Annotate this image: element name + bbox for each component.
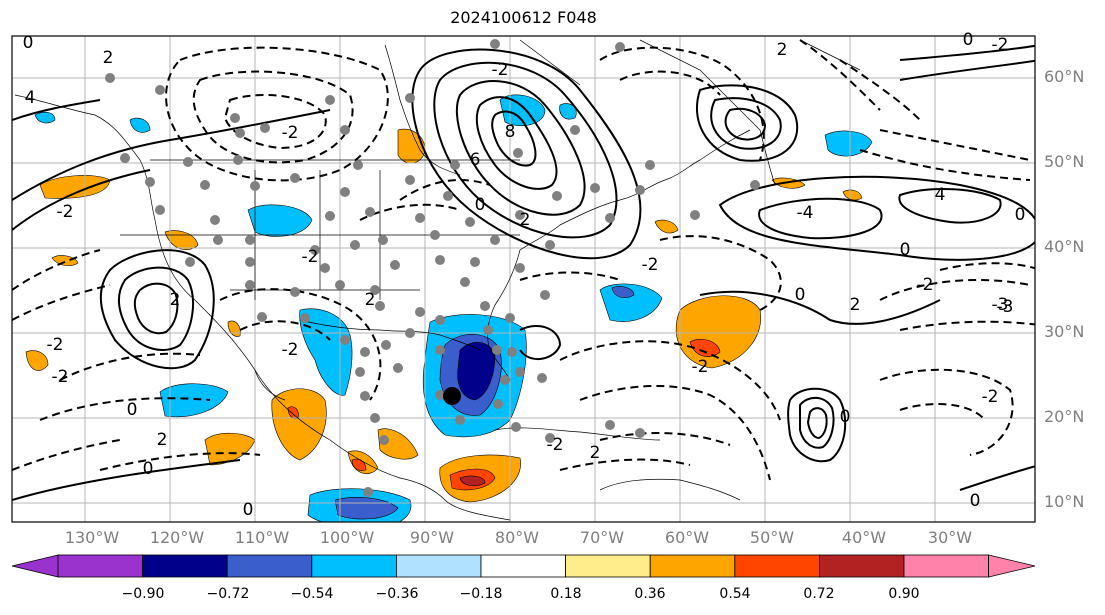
- contour-label: -2: [982, 387, 999, 407]
- lat-label: 60°N: [1044, 67, 1085, 86]
- lat-label: 40°N: [1044, 237, 1085, 256]
- contour-label: -2: [642, 255, 659, 275]
- contour-label: -2: [282, 123, 299, 143]
- contour-label: 2: [850, 295, 861, 315]
- contours-dashed: [12, 39, 1035, 481]
- contour-label: -2: [47, 335, 64, 355]
- contour-label: -2: [917, 275, 934, 295]
- contour-label: 6: [470, 150, 481, 170]
- contour-label: 2: [590, 443, 601, 463]
- lon-label: 50°W: [749, 528, 795, 547]
- contour-label: 0: [795, 285, 806, 305]
- contour-label: -2: [492, 60, 509, 80]
- lat-label: 50°N: [1044, 152, 1085, 171]
- lon-label: 90°W: [409, 528, 455, 547]
- lat-label: 20°N: [1044, 407, 1085, 426]
- field-cyan-north: [499, 94, 546, 126]
- lat-label: 30°N: [1044, 322, 1085, 341]
- colorbar-tick-label: 0.90: [888, 586, 920, 602]
- colorbar-tick-label: −0.72: [206, 586, 250, 602]
- contour-label: 0: [23, 33, 34, 53]
- lon-label: 70°W: [579, 528, 625, 547]
- lon-label: 100°W: [319, 528, 375, 547]
- contour-label: 2: [520, 210, 531, 230]
- contour-label: -2: [302, 247, 319, 267]
- contour-label: 4: [25, 88, 36, 108]
- contour-label: 0: [127, 400, 138, 420]
- contours-solid: [12, 44, 1035, 501]
- contour-label: 0: [840, 407, 851, 427]
- lon-label: 60°W: [664, 528, 710, 547]
- contour-label: 0: [243, 500, 254, 520]
- contour-label: -3: [997, 297, 1014, 317]
- colorbar-tick-label: 0.18: [550, 586, 582, 602]
- gridlines: [12, 36, 1035, 522]
- lon-label: 40°W: [841, 528, 887, 547]
- contour-label: 2: [170, 290, 181, 310]
- contour-label: 0: [900, 240, 911, 260]
- contour-label: 4: [935, 185, 946, 205]
- colorbar-tick-label: −0.36: [375, 586, 419, 602]
- lon-label: 130°W: [64, 528, 120, 547]
- lon-label: 30°W: [927, 528, 973, 547]
- coastlines: [14, 39, 861, 521]
- map-title: 2024100612 F048: [450, 8, 597, 27]
- contour-label: 0: [475, 195, 486, 215]
- contour-label: 0: [143, 459, 154, 479]
- lon-label: 80°W: [494, 528, 540, 547]
- contour-label: 0: [970, 491, 981, 511]
- colorbar-tick-label: 0.72: [803, 586, 835, 602]
- contour-label: -3: [992, 295, 1009, 315]
- colorbar-tick-label: 0.54: [719, 586, 751, 602]
- colorbar-tick-label: 0.36: [634, 586, 666, 602]
- colorbar-tick-label: −0.54: [290, 586, 334, 602]
- contour-label: 2: [777, 40, 788, 60]
- contour-label: -2: [992, 35, 1009, 55]
- contour-label: 0: [963, 30, 974, 50]
- contour-label: 2: [157, 430, 168, 450]
- lon-label: 120°W: [149, 528, 205, 547]
- contour-label: 0: [1015, 205, 1026, 225]
- storm-center-marker: [443, 387, 461, 405]
- colorbar-tick-label: −0.18: [459, 586, 503, 602]
- contour-label: -2: [547, 435, 564, 455]
- contour-label: 8: [505, 122, 516, 142]
- contour-label: -2: [692, 357, 709, 377]
- lat-label: 10°N: [1044, 492, 1085, 511]
- contour-label: -4: [797, 203, 814, 223]
- contour-label: -2: [52, 367, 69, 387]
- contour-label: 2: [365, 290, 376, 310]
- station-markers: [105, 39, 760, 497]
- colorbar-tick-label: −0.90: [121, 586, 165, 602]
- contour-label: -2: [57, 202, 74, 222]
- contour-label: 2: [103, 48, 114, 68]
- lon-label: 110°W: [234, 528, 290, 547]
- contour-label: -2: [282, 340, 299, 360]
